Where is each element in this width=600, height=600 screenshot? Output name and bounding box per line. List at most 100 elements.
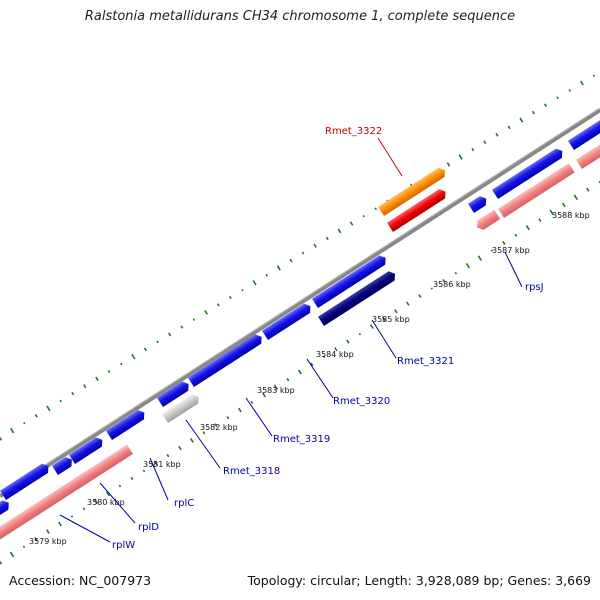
- gc-tick: [592, 74, 596, 77]
- gc-tick: [525, 225, 530, 231]
- gc-tick: [178, 445, 182, 451]
- gc-tick: [454, 271, 458, 275]
- gene-fwd-f[interactable]: [468, 194, 489, 213]
- gc-tick: [289, 258, 293, 263]
- gc-tick: [514, 233, 518, 237]
- gc-tick: [310, 362, 314, 367]
- tick-label: 3581 kbp: [143, 460, 181, 469]
- gc-tick: [406, 301, 410, 306]
- gc-skew-track-outer: [0, 74, 596, 441]
- gene-fwd-g[interactable]: [492, 146, 565, 199]
- gc-tick: [34, 537, 38, 542]
- gc-tick: [0, 436, 3, 441]
- tick-label: 3585 kbp: [372, 315, 410, 324]
- gc-tick: [214, 423, 218, 428]
- gene-rev-d[interactable]: [576, 138, 600, 169]
- gc-tick: [120, 362, 123, 366]
- gene-rplc-fwd-b[interactable]: [69, 435, 105, 464]
- gene-label-rplw[interactable]: rplW: [112, 540, 135, 551]
- gc-tick: [519, 117, 524, 123]
- gene-label-rpsj[interactable]: rpsJ: [525, 282, 544, 293]
- gene-rplc-fwd-a[interactable]: [52, 455, 75, 475]
- gene-rev-a[interactable]: [0, 444, 133, 546]
- gene-label-rmet-3320[interactable]: Rmet_3320: [333, 396, 390, 407]
- gc-tick: [580, 80, 584, 86]
- gc-tick: [362, 214, 365, 218]
- gene-rmet-3318-grey[interactable]: [162, 392, 202, 423]
- gc-tick: [250, 400, 254, 405]
- tick-label: 3588 kbp: [552, 211, 590, 220]
- tick-label: 3587 kbp: [492, 246, 530, 255]
- gc-tick: [301, 251, 305, 255]
- gene-label-rmet-3318[interactable]: Rmet_3318: [223, 466, 280, 477]
- gc-tick: [325, 236, 329, 241]
- gene-rplw-fwd[interactable]: [0, 498, 12, 515]
- gc-tick: [442, 278, 446, 283]
- gc-tick: [458, 154, 463, 160]
- gc-tick: [204, 309, 208, 315]
- gene-rev-c[interactable]: [498, 163, 575, 218]
- gc-tick: [374, 207, 378, 211]
- gc-tick: [228, 295, 232, 300]
- gc-tick: [9, 551, 15, 558]
- gc-tick: [190, 437, 194, 443]
- tick-label: 3584 kbp: [316, 350, 354, 359]
- gc-tick: [142, 469, 146, 473]
- gc-tick: [143, 347, 147, 352]
- gene-rmet-3322-highlight[interactable]: [378, 166, 448, 232]
- gc-tick: [556, 96, 559, 100]
- gc-tick: [322, 355, 326, 359]
- forward-strand-genes: [0, 119, 600, 515]
- gc-tick: [349, 221, 354, 226]
- gc-tick: [430, 287, 433, 290]
- gc-tick: [418, 294, 422, 299]
- gene-fwd-b[interactable]: [157, 379, 192, 407]
- map-title: Ralstonia metallidurans CH34 chromosome …: [84, 9, 516, 24]
- gene-fwd-e[interactable]: [312, 253, 389, 308]
- tick-label: 3579 kbp: [29, 537, 67, 546]
- gene-fwd-h[interactable]: [568, 119, 600, 150]
- gc-tick: [153, 460, 159, 466]
- gc-tick: [252, 279, 257, 286]
- gc-tick: [477, 255, 482, 261]
- tick-label: 3583 kbp: [257, 386, 295, 395]
- gene-label-rmet-3321[interactable]: Rmet_3321: [397, 356, 454, 367]
- gc-tick: [276, 265, 281, 271]
- gc-tick: [286, 377, 290, 382]
- gc-tick: [369, 324, 374, 329]
- gc-tick: [168, 332, 172, 337]
- gc-tick: [313, 243, 317, 248]
- gc-tick: [471, 147, 475, 152]
- gc-tick: [544, 103, 548, 108]
- gene-label-rplc[interactable]: rplC: [174, 498, 194, 509]
- gc-tick: [446, 162, 451, 167]
- gene-rev-b[interactable]: [474, 209, 501, 232]
- gc-skew-track-inner: [0, 180, 600, 565]
- gc-tick: [483, 140, 487, 144]
- summary-text: Topology: circular; Length: 3,928,089 bp…: [247, 573, 591, 588]
- gene-fwd-c[interactable]: [188, 332, 265, 387]
- gc-tick: [226, 416, 230, 420]
- gc-tick: [538, 218, 542, 222]
- gene-label-rmet-3319[interactable]: Rmet_3319: [273, 434, 330, 445]
- gc-tick: [490, 249, 493, 252]
- gc-tick: [71, 391, 75, 396]
- gene-rmet-3321-dark[interactable]: [318, 269, 398, 326]
- gene-label-rmet-3322[interactable]: Rmet_3322: [325, 126, 382, 137]
- gc-tick: [273, 384, 279, 391]
- gc-tick: [22, 545, 26, 549]
- gc-tick: [166, 453, 170, 458]
- gc-tick: [495, 132, 499, 137]
- tick-label: 3582 kbp: [200, 423, 238, 432]
- gene-fwd-d[interactable]: [262, 302, 313, 340]
- gc-tick: [107, 369, 111, 373]
- gc-tick: [95, 376, 99, 382]
- gene-rpld-fwd[interactable]: [0, 462, 51, 500]
- gc-tick: [82, 507, 86, 511]
- gene-label-rpld[interactable]: rplD: [138, 522, 159, 533]
- gc-tick: [346, 339, 350, 344]
- gc-tick: [23, 422, 26, 425]
- position-ticks: 3579 kbp 3580 kbp 3581 kbp 3582 kbp 3583…: [29, 211, 590, 546]
- gene-fwd-a[interactable]: [106, 408, 147, 440]
